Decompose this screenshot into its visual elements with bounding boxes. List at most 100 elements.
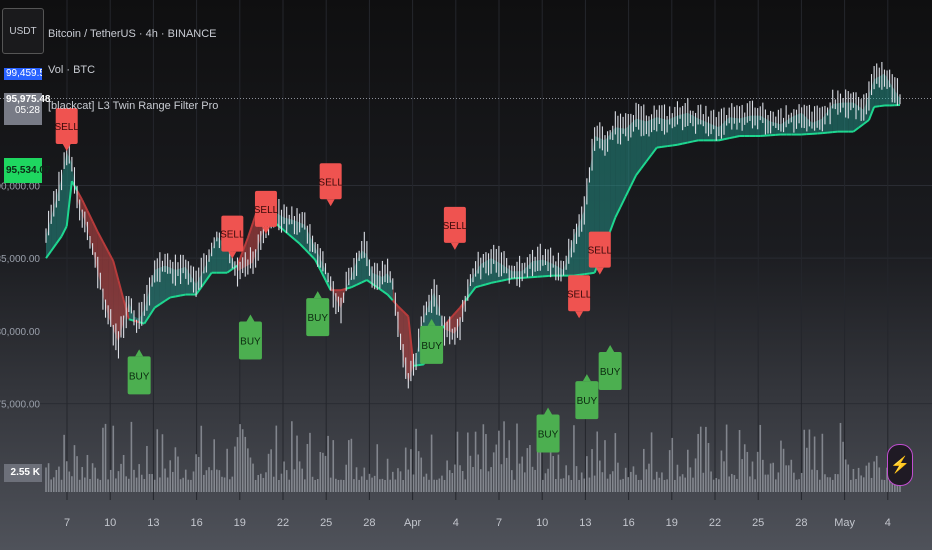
volume-bar	[772, 462, 774, 492]
buy-signal-box	[127, 356, 151, 395]
cloud-segment	[108, 251, 114, 330]
volume-bar	[430, 434, 433, 492]
volume-bar	[104, 423, 107, 492]
volume-bar	[601, 472, 604, 492]
sell-signal-box	[55, 108, 78, 144]
volume-bar	[759, 424, 762, 492]
volume-bar	[311, 476, 314, 492]
cloud-segment	[46, 216, 52, 259]
volume-bar	[622, 478, 624, 492]
volume-bar	[521, 456, 523, 492]
buy-signal-text: BUY	[538, 430, 559, 441]
volume-bar	[102, 427, 104, 492]
sell-signal-pointer	[228, 251, 237, 259]
filter-line-segment	[666, 144, 673, 148]
volume-bar	[205, 470, 208, 492]
volume-bar	[806, 447, 808, 492]
volume-indicator-label[interactable]: Vol · BTC	[48, 64, 96, 76]
sell-signal: SELL	[220, 215, 245, 259]
volume-bar	[542, 479, 544, 492]
volume-bar	[55, 469, 58, 492]
volume-bar	[467, 432, 469, 492]
buy-signal: BUY	[420, 318, 444, 364]
volume-bar	[47, 463, 50, 492]
volume-bar	[376, 444, 379, 492]
buy-signal-text: BUY	[577, 396, 598, 407]
filter-line-segment	[619, 195, 627, 208]
volume-bar	[223, 477, 226, 492]
volume-bar	[446, 460, 448, 492]
signal-labels: SELL BUY SELL SELL BUY SELL BUY SELL BUY BUY SELL B…	[54, 108, 622, 453]
volume-bar	[275, 425, 278, 492]
cloud-segment	[651, 117, 657, 155]
filter-line-segment	[454, 306, 461, 315]
chart-title[interactable]: Bitcoin / TetherUS · 4h · BINANCE	[48, 28, 217, 40]
x-tick-label: 22	[277, 517, 289, 529]
x-tick-label: 10	[104, 517, 116, 529]
filter-line-segment	[682, 141, 689, 145]
volume-bar	[591, 449, 593, 492]
volume-bar	[140, 474, 143, 492]
volume-bar	[91, 463, 94, 492]
volume-bar	[671, 437, 674, 492]
filter-line-segment	[356, 281, 363, 286]
cloud-segment	[620, 128, 626, 207]
volume-bar	[347, 440, 350, 492]
filter-line-segment	[496, 279, 502, 283]
volume-bar	[125, 476, 128, 492]
volume-bar	[461, 471, 464, 492]
volume-bar	[107, 479, 109, 492]
cloud-segment	[216, 236, 222, 273]
cloud-segment	[656, 117, 662, 148]
volume-bar	[386, 458, 389, 492]
cloud-segment	[97, 232, 103, 295]
volume-bar	[288, 479, 291, 492]
cloud-segment	[159, 265, 166, 305]
volume-bar	[239, 424, 241, 492]
volume-bar	[762, 459, 764, 492]
buy-signal: BUY	[575, 374, 599, 420]
filter-line-segment	[309, 253, 316, 261]
filter-line-segment	[107, 250, 115, 262]
flash-icon[interactable]: ⚡	[887, 444, 913, 486]
filter-line-segment	[159, 300, 166, 306]
strategy-indicator-label[interactable]: [blackcat] L3 Twin Range Filter Pro	[48, 100, 219, 112]
volume-bar	[174, 447, 177, 492]
cloud-segment	[387, 272, 393, 301]
buy-signal-pointer	[606, 345, 615, 352]
volume-bar	[389, 479, 391, 492]
cloud-segment	[599, 138, 605, 259]
cloud-segment	[636, 118, 642, 176]
volume-bar	[549, 421, 552, 492]
volume-bar	[746, 451, 749, 492]
filter-line-segment	[402, 310, 410, 318]
volume-bar	[614, 433, 617, 492]
volume-bar	[847, 464, 850, 492]
filter-line-segment	[304, 248, 311, 255]
volume-bar	[881, 479, 883, 492]
cloud-segment	[874, 76, 880, 107]
volume-bar	[850, 479, 852, 492]
volume-bar	[133, 469, 135, 492]
current-price-value: 95,975.48	[6, 94, 51, 105]
volume-bar	[870, 477, 873, 492]
volume-bar	[474, 431, 477, 492]
filter-line-segment	[45, 250, 52, 259]
cloud-segment	[744, 115, 750, 136]
volume-bar	[839, 422, 842, 492]
x-tick-label: May	[834, 517, 855, 529]
symbol-badge[interactable]: USDT	[2, 8, 44, 54]
volume-bar	[208, 467, 210, 492]
volume-bar	[674, 479, 676, 492]
volume-bar	[259, 473, 262, 492]
volume-bar	[505, 457, 508, 492]
volume-bar	[303, 479, 306, 492]
volume-bar	[705, 426, 707, 492]
filter-line-segment	[863, 119, 870, 125]
volume-bar	[490, 467, 492, 492]
symbol-badge-text: USDT	[9, 25, 37, 37]
volume-bar	[743, 444, 746, 492]
volume-bar	[694, 458, 697, 492]
cloud-segment	[356, 250, 362, 285]
